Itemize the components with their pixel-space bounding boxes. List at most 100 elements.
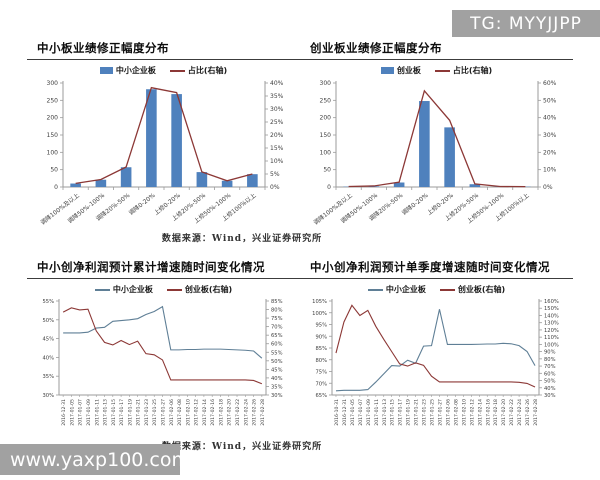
svg-text:55%: 55% <box>42 299 54 305</box>
svg-text:2017-01-21: 2017-01-21 <box>135 399 141 426</box>
svg-text:65%: 65% <box>271 333 283 339</box>
legend-label: 中小企业板 <box>112 285 153 294</box>
svg-text:2017-01-07: 2017-01-07 <box>357 399 363 426</box>
svg-text:50: 50 <box>50 167 58 174</box>
svg-text:2017-02-10: 2017-02-10 <box>461 399 467 426</box>
svg-text:2017-02-20: 2017-02-20 <box>226 399 232 426</box>
legend-label: 中小企业板 <box>115 66 156 75</box>
svg-text:100: 100 <box>319 149 331 156</box>
svg-text:60%: 60% <box>543 80 557 87</box>
svg-text:2017-02-24: 2017-02-24 <box>517 399 523 426</box>
line-swatch-icon <box>367 288 383 291</box>
svg-text:80%: 80% <box>271 308 283 314</box>
svg-text:80%: 80% <box>544 357 556 363</box>
svg-text:40%: 40% <box>544 386 556 392</box>
legend-label: 中小企业板 <box>385 285 426 294</box>
source-note-top: 数据来源：Wind，兴业证券研究所 <box>161 234 323 244</box>
svg-text:2017-02-20: 2017-02-20 <box>501 399 507 426</box>
panel-gem-distribution: 创业板 占比(右轴) 0 50 100 150 200 250 300 0% 10% 20% 30% 4… <box>300 60 573 229</box>
svg-text:2017-01-17: 2017-01-17 <box>397 399 403 426</box>
chart-legend: 中小企业板 创业板(右轴) <box>94 283 233 296</box>
svg-text:2017-02-16: 2017-02-16 <box>210 399 216 426</box>
svg-text:30%: 30% <box>42 393 54 399</box>
svg-text:200: 200 <box>319 115 331 122</box>
svg-text:50: 50 <box>323 167 331 174</box>
gem-distribution-chart-canvas: 0 50 100 150 200 250 300 0% 10% 20% 30% 40% 50% 60% 调降… <box>311 80 557 227</box>
svg-text:2017-02-22: 2017-02-22 <box>235 399 241 426</box>
svg-text:100: 100 <box>46 149 58 156</box>
svg-text:110%: 110% <box>544 335 559 341</box>
svg-text:2017-02-24: 2017-02-24 <box>243 399 249 426</box>
svg-text:50%: 50% <box>271 359 283 365</box>
chart-legend: 中小企业板 占比(右轴) <box>99 64 227 77</box>
svg-text:2017-01-13: 2017-01-13 <box>381 399 387 426</box>
svg-text:2017-01-07: 2017-01-07 <box>77 399 83 426</box>
svg-text:100%: 100% <box>312 311 327 317</box>
svg-text:2017-01-21: 2017-01-21 <box>413 399 419 426</box>
svg-text:15%: 15% <box>270 145 284 152</box>
svg-text:100%: 100% <box>544 342 559 348</box>
svg-text:2017-02-08: 2017-02-08 <box>453 399 459 426</box>
legend-label: 创业板(右轴) <box>457 285 506 294</box>
chart-legend: 创业板 占比(右轴) <box>380 64 492 77</box>
svg-text:70%: 70% <box>315 381 327 387</box>
svg-text:45%: 45% <box>271 367 283 373</box>
line-swatch-icon <box>439 288 455 291</box>
svg-text:35%: 35% <box>271 384 283 390</box>
line-swatch-icon <box>94 288 110 291</box>
legend-item: 中小企业板 <box>99 65 156 76</box>
svg-text:2017-02-06: 2017-02-06 <box>445 399 451 426</box>
svg-text:2017-02-26: 2017-02-26 <box>525 399 531 426</box>
svg-text:2017-01-05: 2017-01-05 <box>69 399 75 426</box>
legend-item: 中小企业板 <box>94 284 153 295</box>
svg-text:30%: 30% <box>270 106 284 113</box>
svg-text:10%: 10% <box>543 167 557 174</box>
svg-text:90%: 90% <box>544 350 556 356</box>
svg-text:调降0-20%: 调降0-20% <box>126 191 156 217</box>
svg-text:2017-01-11: 2017-01-11 <box>373 399 379 426</box>
svg-text:2017-01-09: 2017-01-09 <box>365 399 371 426</box>
svg-text:2017-02-28: 2017-02-28 <box>533 399 539 426</box>
svg-text:50%: 50% <box>543 97 557 104</box>
svg-text:40%: 40% <box>270 80 284 87</box>
svg-text:250: 250 <box>319 97 331 104</box>
svg-text:35%: 35% <box>270 93 284 100</box>
svg-text:2017-02-06: 2017-02-06 <box>168 399 174 426</box>
legend-item: 中小企业板 <box>367 284 426 295</box>
svg-text:2017-01-19: 2017-01-19 <box>127 399 133 426</box>
svg-text:95%: 95% <box>315 323 327 329</box>
svg-text:30%: 30% <box>543 132 557 139</box>
cumulative-growth-chart-canvas: 30% 35% 40% 45% 50% 55% 30% 35% 40% 45% 50% 55% 60% 6… <box>42 299 283 426</box>
chart-title-sme-distribution: 中小板业绩修正幅度分布 <box>37 41 169 55</box>
svg-text:2017-01-17: 2017-01-17 <box>119 399 125 426</box>
svg-text:50%: 50% <box>42 318 54 324</box>
svg-text:130%: 130% <box>544 321 559 327</box>
svg-text:0: 0 <box>54 184 58 191</box>
svg-text:2017-01-27: 2017-01-27 <box>160 399 166 426</box>
svg-text:2016-10-31: 2016-10-31 <box>333 399 339 426</box>
svg-text:2017-02-18: 2017-02-18 <box>218 399 224 426</box>
bar-swatch-icon <box>99 67 113 74</box>
figure-top-charts: 中小企业板 占比(右轴) 0 50 100 150 200 250 300 0% 5% 10% 15%… <box>27 60 573 229</box>
svg-text:2017-01-27: 2017-01-27 <box>437 399 443 426</box>
svg-text:5%: 5% <box>270 171 280 178</box>
legend-item: 创业板(右轴) <box>439 284 506 295</box>
svg-text:2017-01-15: 2017-01-15 <box>389 399 395 426</box>
svg-text:150: 150 <box>46 132 58 139</box>
svg-text:0%: 0% <box>270 184 280 191</box>
svg-text:160%: 160% <box>544 299 559 305</box>
svg-text:2016-12-31: 2016-12-31 <box>61 399 67 426</box>
chart-title-quarterly-growth: 中小创净利润预计单季度增速随时间变化情况 <box>310 260 550 274</box>
svg-text:20%: 20% <box>543 149 557 156</box>
legend-label: 创业板(右轴) <box>184 285 233 294</box>
svg-text:2017-02-12: 2017-02-12 <box>193 399 199 426</box>
svg-text:2017-02-28: 2017-02-28 <box>259 399 265 426</box>
sme-distribution-chart-canvas: 0 50 100 150 200 250 300 0% 5% 10% 15% 20% 25% 30% 35%… <box>38 80 284 227</box>
svg-text:40%: 40% <box>42 355 54 361</box>
svg-text:2017-01-15: 2017-01-15 <box>110 399 116 426</box>
panel-cumulative-growth: 中小企业板 创业板(右轴) 30% 35% 40% 45% 50% 55% 30% 35% 40%… <box>27 279 300 437</box>
legend-item: 创业板 <box>380 65 421 76</box>
svg-text:70%: 70% <box>544 364 556 370</box>
svg-text:75%: 75% <box>315 370 327 376</box>
